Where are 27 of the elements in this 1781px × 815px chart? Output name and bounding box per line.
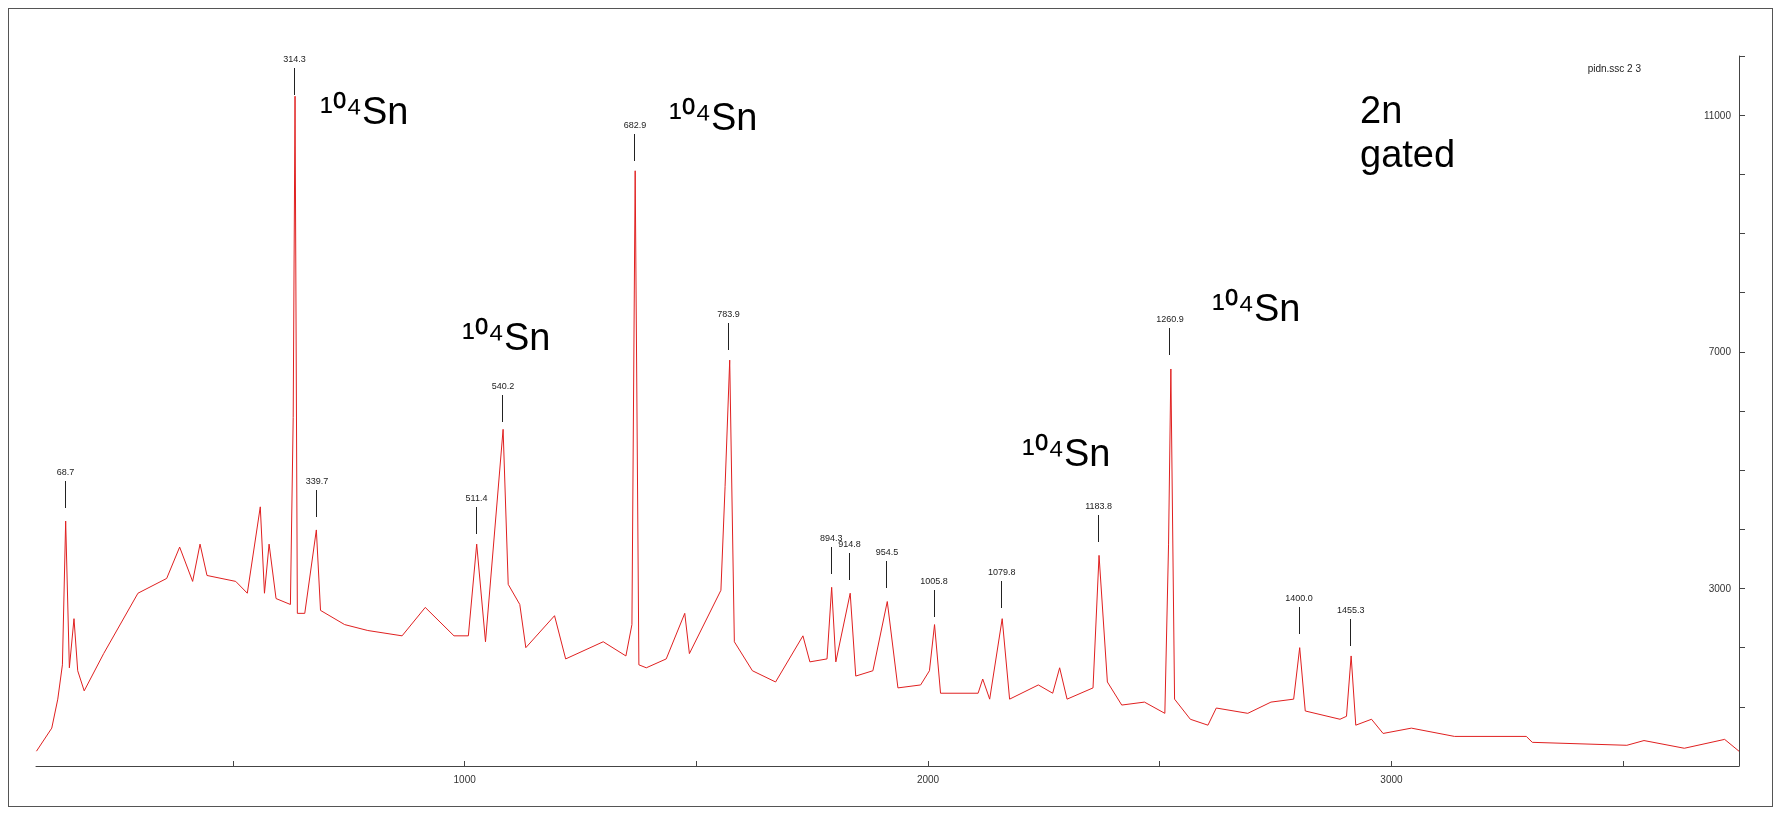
annotation: 68.7 [56,467,75,478]
annotation: 1005.8 [920,576,948,587]
y-tick-label: 3000 [1708,583,1732,594]
annotation: 682.9 [623,119,647,131]
annotation: 511.4 [465,492,488,504]
x-tick-label: 3000 [1380,773,1404,785]
annotation: 339.7 [305,475,329,487]
annotation: ¹⁰⁴Sn [1022,432,1111,476]
annotation: ¹⁰⁴Sn [1212,287,1301,331]
annotation: ¹⁰⁴Sn [669,96,758,140]
x-tick-label: 2000 [916,773,940,785]
y-tick-label: 7000 [1708,346,1732,358]
annotation: 1183.8 [1085,501,1113,513]
annotation: 314.3 [283,53,306,65]
annotation: ¹⁰⁴Sn [320,90,409,134]
annotation: 1400.0 [1285,593,1313,605]
annotation: 1455.3 [1336,604,1365,616]
annotation: 540.2 [491,380,515,392]
annotation: 1260.9 [1156,313,1184,325]
annotation: 1079.8 [987,567,1016,579]
annotation: 954.5 [875,547,899,559]
y-tick-label: 11000 [1703,109,1732,121]
annotation: ¹⁰⁴Sn [462,316,551,360]
annotation: pidn.ssc 2 3 [1587,63,1641,74]
x-tick-label: 1000 [453,773,477,785]
annotation: 783.9 [717,309,740,320]
annotation: 2n gated [1360,89,1456,177]
